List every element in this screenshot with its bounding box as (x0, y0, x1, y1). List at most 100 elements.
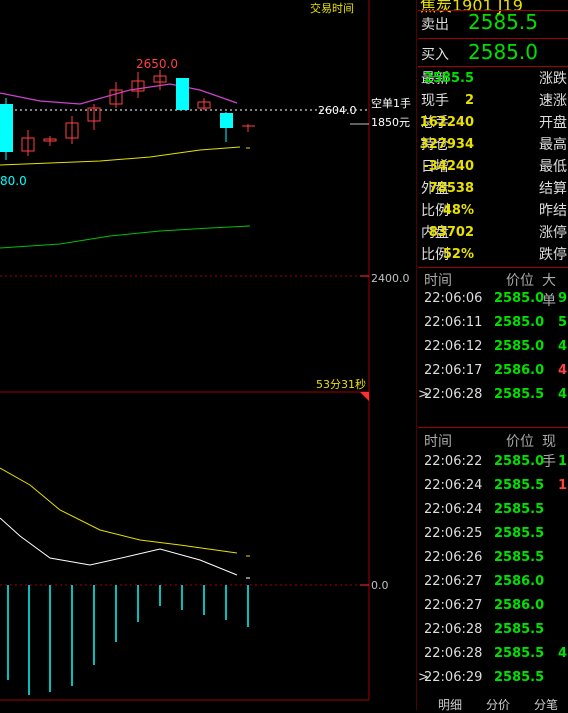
stat-value: 52% (442, 247, 474, 262)
tick-row[interactable]: 22:06:27 2586.0 (418, 570, 568, 594)
tick-time: 22:06:25 (424, 526, 483, 541)
quote-stat-row: 内盘 83702 涨停 (418, 222, 568, 244)
ticks2-header-price: 价位 (506, 434, 534, 450)
tick-row[interactable]: 22:06:24 2585.5 1 (418, 474, 568, 498)
bottom-tabs: 明细 分价 分笔 (418, 697, 568, 712)
tick-price: 2585.5 (494, 622, 545, 637)
stat-value: -34240 (423, 159, 474, 174)
low-price-label: 80.0 (0, 174, 27, 188)
buy-label: 买入 (421, 47, 449, 63)
stat-label-2: 昨结 (539, 203, 567, 219)
tick-time: 22:06:28 (424, 387, 483, 402)
contract-title: 焦炭1901 J19 (420, 0, 523, 15)
stat-label: 外盘 (421, 181, 449, 197)
trade-time-label: 交易时间 (310, 2, 354, 15)
high-price-label: 2650.0 (136, 57, 178, 71)
quote-stat-row: 日增 -34240 最低 (418, 156, 568, 178)
tab-detail[interactable]: 明细 (438, 698, 463, 712)
tick-row[interactable]: 22:06:24 2585.5 (418, 498, 568, 522)
kline-chart-area[interactable]: 交易时间 2650.0 80.0 2604.0 空单1手 1850元 2400.… (0, 0, 417, 710)
tick-price: 2585.5 (494, 646, 545, 661)
candle (109, 89, 123, 105)
tick-row[interactable]: 22:06:28 2585.5 (418, 618, 568, 642)
candle (197, 101, 211, 109)
tick-price: 2585.0 (494, 339, 545, 354)
tick-time: 22:06:29 (424, 670, 483, 685)
tick-time: 22:06:26 (424, 550, 483, 565)
tick-time: 22:06:27 (424, 574, 483, 589)
tick-list-1: 22:06:06 2585.0 9 22:06:11 2585.0 5 22:06:12 25… (418, 287, 568, 407)
candle (21, 137, 35, 152)
tick-volume: 4 (558, 363, 568, 378)
stat-label-2: 开盘 (539, 115, 567, 131)
tick-row[interactable]: 22:06:11 2585.0 5 (418, 311, 568, 335)
tick-price: 2585.5 (494, 387, 545, 402)
ticks2-header-vol: 现手 (542, 434, 556, 470)
tick-row[interactable]: 22:06:25 2585.5 (418, 522, 568, 546)
tick-row[interactable]: 22:06:12 2585.0 4 (418, 335, 568, 359)
stat-label-2: 速涨 (539, 93, 567, 109)
tick-time: 22:06:24 (424, 502, 483, 517)
stat-label-2: 跌停 (539, 247, 567, 263)
position-label: 空单1手 (371, 97, 411, 110)
stat-label: 总手 (421, 115, 449, 131)
countdown-label: 53分31秒 (316, 378, 366, 391)
buy-price[interactable]: 2585.0 (468, 40, 538, 64)
stat-label: 现手 (421, 93, 449, 109)
stat-label-2: 最低 (539, 159, 567, 175)
tick-row[interactable]: >22:06:29 2585.5 (418, 666, 568, 690)
stat-label-2: 结算 (539, 181, 567, 197)
kline-chart-svg (0, 0, 417, 710)
stat-label: 比例 (421, 247, 449, 263)
tick-price: 2585.5 (494, 550, 545, 565)
tick-row[interactable]: 22:06:26 2585.5 (418, 546, 568, 570)
current-row-marker: > (418, 387, 429, 402)
stat-value: 2 (464, 93, 474, 108)
tick-row[interactable]: 22:06:27 2586.0 (418, 594, 568, 618)
tab-ticks[interactable]: 分笔 (534, 698, 559, 712)
tick-row[interactable]: >22:06:28 2585.5 4 (418, 383, 568, 407)
ma-green-line (0, 225, 251, 249)
tick-price: 2585.0 (494, 454, 545, 469)
quote-stat-row: 最新 2585.5 涨跌 (418, 68, 568, 90)
quote-panel: 焦炭1901 J19 卖出 2585.5 买入 2585.0 最新 2585.5 涨… (418, 0, 568, 712)
tick-price: 2585.5 (494, 670, 545, 685)
tick-time: 22:06:28 (424, 622, 483, 637)
candle (153, 75, 167, 83)
tick-row[interactable]: 22:06:17 2586.0 4 (418, 359, 568, 383)
stat-value: 78538 (428, 181, 474, 196)
tick-time: 22:06:17 (424, 363, 483, 378)
tick-price: 2585.5 (494, 502, 545, 517)
position-value: 1850元 (371, 116, 410, 129)
stat-label: 内盘 (421, 225, 449, 241)
stat-value: 162240 (419, 115, 474, 130)
tick-price: 2586.0 (494, 363, 545, 378)
axis-price-2400: 2400.0 (371, 272, 410, 285)
tick-row[interactable]: 22:06:28 2585.5 4 (418, 642, 568, 666)
tick-time: 22:06:24 (424, 478, 483, 493)
quote-stat-row: 比例 48% 昨结 (418, 200, 568, 222)
candle (176, 78, 189, 110)
macd-histogram (7, 585, 249, 695)
stat-label: 最新 (421, 71, 449, 87)
tick-row[interactable]: 22:06:06 2585.0 9 (418, 287, 568, 311)
tick-row[interactable]: 22:06:22 2585.0 1 (418, 450, 568, 474)
quote-stat-row: 外盘 78538 结算 (418, 178, 568, 200)
tick-list-2: 22:06:22 2585.0 1 22:06:24 2585.5 1 22:06:24 25… (418, 450, 568, 694)
ticks1-header-time: 时间 (424, 273, 452, 289)
candle (43, 138, 57, 142)
stat-label-2: 涨跌 (539, 71, 567, 87)
tick-time: 22:06:27 (424, 598, 483, 613)
tick-volume: 4 (558, 387, 568, 402)
candle (0, 104, 13, 152)
tab-price-dist[interactable]: 分价 (486, 698, 511, 712)
ticks2-header-time: 时间 (424, 434, 452, 450)
candles (0, 70, 255, 160)
macd-dif-line (0, 517, 238, 576)
tick-price: 2585.0 (494, 291, 545, 306)
sell-price[interactable]: 2585.5 (468, 10, 538, 34)
ticks1-header-vol: 大单 (542, 273, 556, 309)
tick-volume: 4 (558, 339, 568, 354)
dash-price-label: 2604.0 (318, 104, 357, 117)
tick-price: 2586.0 (494, 598, 545, 613)
